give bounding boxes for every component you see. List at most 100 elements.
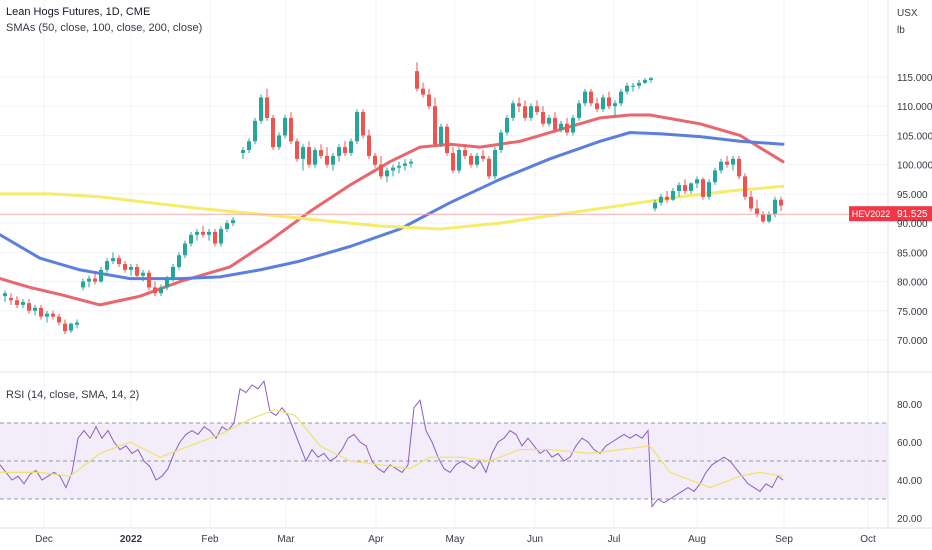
sma-line bbox=[0, 184, 785, 231]
candle bbox=[725, 155, 729, 168]
symbol-tag-label: HEV2022 bbox=[852, 209, 891, 219]
candle bbox=[247, 138, 251, 153]
candle bbox=[689, 182, 693, 194]
price-tick-label: 90.000 bbox=[897, 219, 928, 230]
rsi-ma-line bbox=[0, 409, 784, 489]
price-tick-label: 115.000 bbox=[897, 73, 932, 84]
candle bbox=[445, 123, 449, 156]
candle bbox=[325, 147, 329, 168]
candle bbox=[553, 112, 557, 133]
candle bbox=[391, 164, 395, 177]
candle bbox=[481, 150, 485, 162]
rsi-band bbox=[0, 422, 888, 500]
time-tick-label: Mar bbox=[277, 534, 295, 545]
candle bbox=[517, 97, 521, 113]
candle bbox=[219, 226, 223, 247]
candle bbox=[743, 173, 747, 200]
time-tick-label: Sep bbox=[775, 534, 793, 545]
candle bbox=[523, 100, 527, 121]
candle bbox=[99, 266, 103, 283]
candle bbox=[183, 240, 187, 259]
candle bbox=[313, 147, 317, 168]
candle bbox=[105, 258, 109, 273]
candle bbox=[3, 290, 7, 303]
candle bbox=[427, 88, 431, 110]
candle bbox=[159, 284, 163, 297]
candle bbox=[361, 109, 365, 139]
candle bbox=[499, 129, 503, 153]
candle bbox=[541, 106, 545, 127]
time-tick-label: Feb bbox=[201, 534, 219, 545]
time-tick-label: Aug bbox=[688, 534, 706, 545]
candle bbox=[571, 114, 575, 136]
candle bbox=[707, 179, 711, 200]
candle bbox=[301, 144, 305, 171]
rsi-legend[interactable]: RSI (14, close, SMA, 14, 2) bbox=[6, 389, 140, 401]
price-tick-label: 75.000 bbox=[897, 307, 928, 318]
candle bbox=[659, 193, 663, 206]
time-tick-label: 2022 bbox=[120, 534, 143, 545]
candle bbox=[117, 255, 121, 267]
candle bbox=[665, 190, 669, 203]
sma-line bbox=[0, 131, 785, 281]
candle bbox=[265, 88, 269, 121]
price-tick-label: 105.000 bbox=[897, 131, 932, 142]
candle bbox=[463, 144, 467, 159]
candle bbox=[653, 199, 657, 212]
candle bbox=[577, 100, 581, 121]
candle bbox=[69, 322, 73, 333]
candle bbox=[27, 299, 31, 314]
candle bbox=[213, 228, 217, 247]
candle bbox=[385, 167, 389, 183]
candle bbox=[93, 272, 97, 285]
candle bbox=[45, 310, 49, 323]
time-tick-label: Jul bbox=[608, 534, 621, 545]
candle bbox=[511, 100, 515, 121]
price-tag bbox=[893, 206, 932, 222]
candle bbox=[643, 78, 647, 85]
candle bbox=[505, 114, 509, 136]
candle bbox=[677, 182, 681, 197]
candle bbox=[719, 158, 723, 174]
candle bbox=[171, 264, 175, 282]
candle bbox=[589, 88, 593, 107]
candle bbox=[779, 196, 783, 212]
candle bbox=[87, 275, 91, 288]
candle bbox=[493, 147, 497, 180]
candle bbox=[331, 152, 335, 171]
sma-legend[interactable]: SMAs (50, close, 100, close, 200, close) bbox=[6, 22, 203, 34]
candle bbox=[631, 82, 635, 92]
symbol-tag bbox=[849, 206, 893, 222]
candle bbox=[613, 100, 617, 115]
candle bbox=[147, 269, 151, 291]
candle bbox=[469, 152, 473, 168]
price-tick-label: 100.000 bbox=[897, 161, 932, 172]
candle bbox=[683, 179, 687, 194]
time-tick-label: May bbox=[446, 534, 465, 545]
candle bbox=[607, 91, 611, 110]
rsi-tick-label: 60.00 bbox=[897, 438, 922, 449]
chart-title: Lean Hogs Futures, 1D, CME bbox=[6, 6, 151, 18]
sma-line bbox=[0, 113, 785, 307]
candle bbox=[123, 261, 127, 273]
candle bbox=[761, 211, 765, 224]
candle bbox=[259, 94, 263, 124]
candle bbox=[397, 161, 401, 174]
candle bbox=[701, 177, 705, 200]
axes: 115.000 110.000 105.000 100.000 95.000 90.000… bbox=[35, 8, 932, 545]
candle bbox=[271, 114, 275, 151]
candle bbox=[421, 82, 425, 98]
candle bbox=[671, 188, 675, 201]
candle bbox=[649, 77, 653, 83]
candle bbox=[39, 304, 43, 320]
candle bbox=[595, 97, 599, 113]
candle bbox=[195, 228, 199, 241]
candle bbox=[355, 109, 359, 145]
candle bbox=[289, 112, 293, 145]
candle bbox=[367, 129, 371, 159]
price-tick-label: 95.000 bbox=[897, 190, 928, 201]
price-tick-label: 80.000 bbox=[897, 278, 928, 289]
candle bbox=[451, 147, 455, 174]
candle bbox=[749, 190, 753, 212]
